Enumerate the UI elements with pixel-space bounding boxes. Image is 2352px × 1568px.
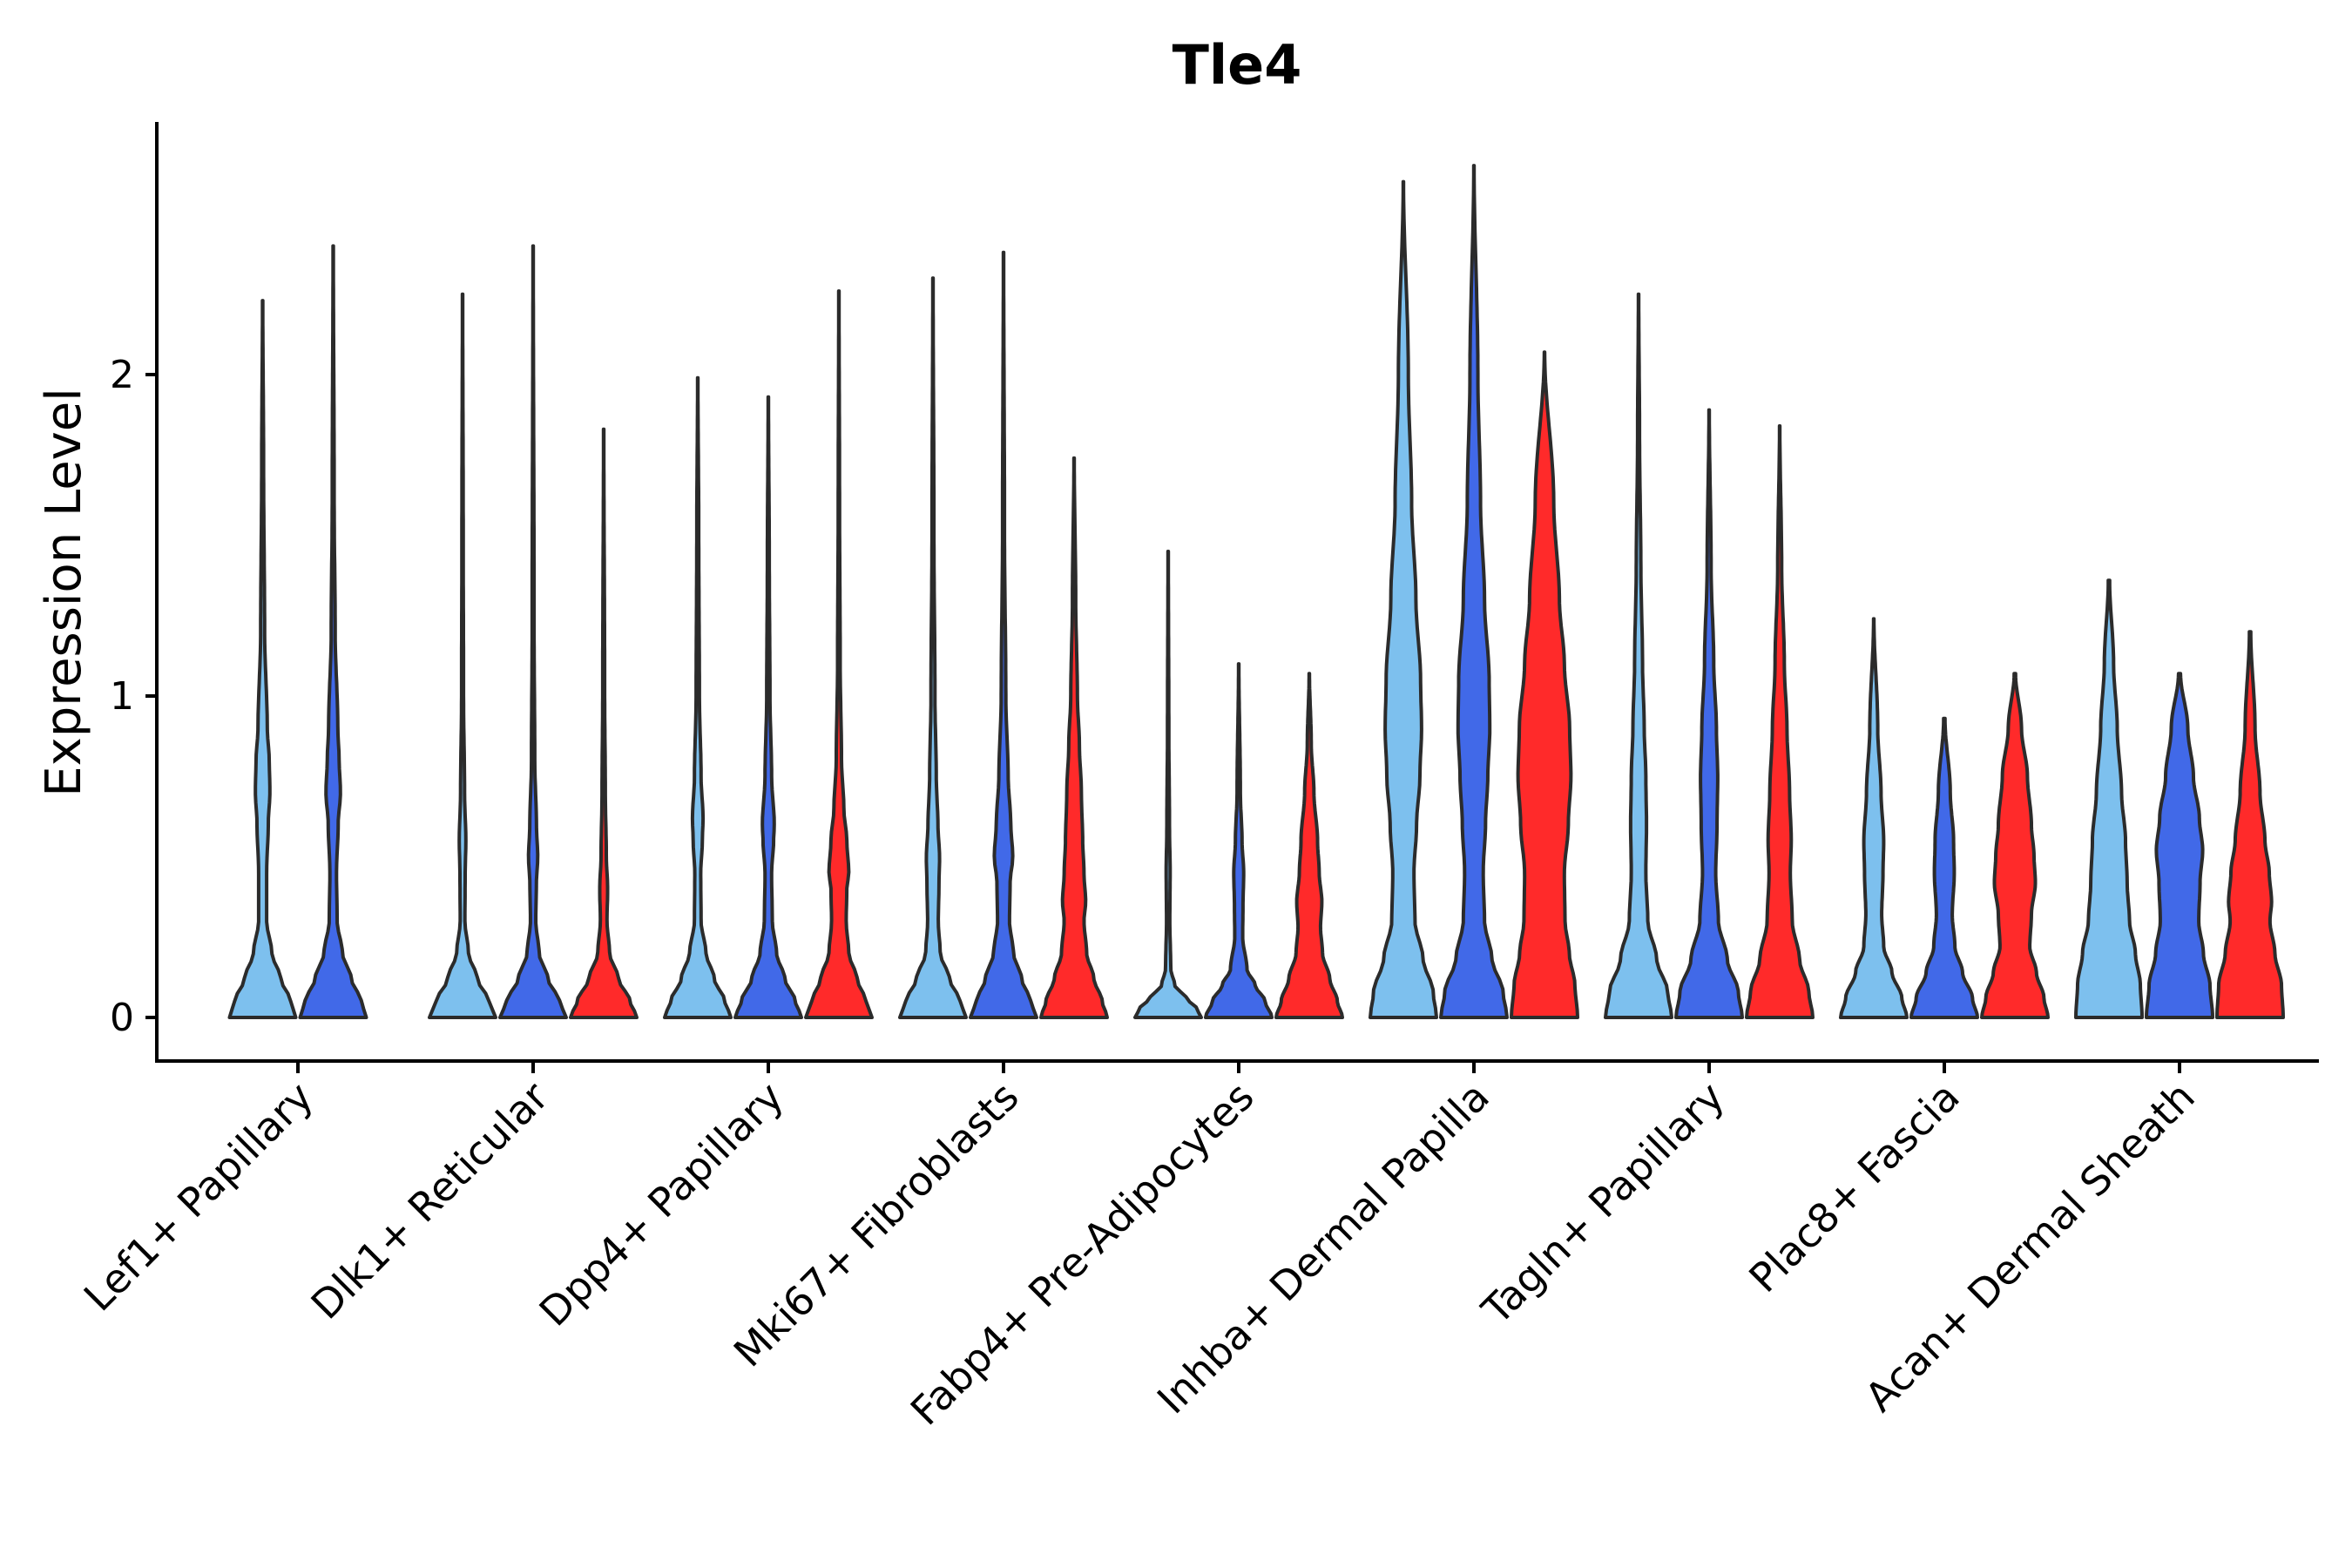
violin-layer (227, 164, 2285, 1019)
x-tick-label: Tagln+ Papillary (1472, 1073, 1734, 1335)
violin-group-1 (227, 299, 298, 1019)
violin-group-3 (1510, 350, 1579, 1019)
violin-group-3 (804, 289, 874, 1019)
violin-group-3 (1274, 672, 1344, 1019)
x-tick-label: Plac8+ Fascia (1740, 1073, 1968, 1301)
violin-group-2 (2145, 672, 2214, 1019)
violin-group-2 (969, 250, 1038, 1019)
violin-group-1 (898, 276, 968, 1019)
violin-group-3 (1039, 456, 1109, 1019)
violin-group-2 (1674, 408, 1744, 1019)
violin-group-2 (298, 244, 368, 1019)
violin-group-1 (1133, 550, 1203, 1019)
violin-group-1 (1369, 179, 1438, 1019)
violin-group-1 (428, 292, 497, 1019)
y-tick-label: 0 (110, 996, 134, 1040)
violin-group-2 (733, 395, 803, 1019)
violin-group-3 (1745, 424, 1815, 1019)
violin-group-1 (2074, 578, 2144, 1019)
x-tick-label: Dlk1+ Reticular (302, 1073, 558, 1328)
violin-group-2 (1204, 662, 1274, 1019)
y-tick-label: 2 (110, 353, 134, 397)
violin-group-1 (1839, 617, 1909, 1019)
violin-group-3 (1980, 672, 2050, 1019)
violin-group-3 (569, 427, 639, 1019)
violin-group-2 (498, 244, 568, 1019)
violin-group-2 (1439, 164, 1509, 1019)
violin-group-2 (1909, 716, 1979, 1019)
y-axis-ticks: 0 1 2 (110, 353, 157, 1040)
violin-group-3 (2215, 630, 2285, 1019)
y-tick-label: 1 (110, 674, 134, 719)
chart-title: Tle4 (1173, 33, 1302, 97)
violin-group-1 (663, 375, 733, 1019)
y-axis-label: Expression Level (36, 388, 92, 797)
x-tick-label: Dpp4+ Papillary (531, 1073, 793, 1335)
violin-group-1 (1604, 292, 1673, 1019)
x-tick-label: Lef1+ Papillary (75, 1073, 322, 1321)
